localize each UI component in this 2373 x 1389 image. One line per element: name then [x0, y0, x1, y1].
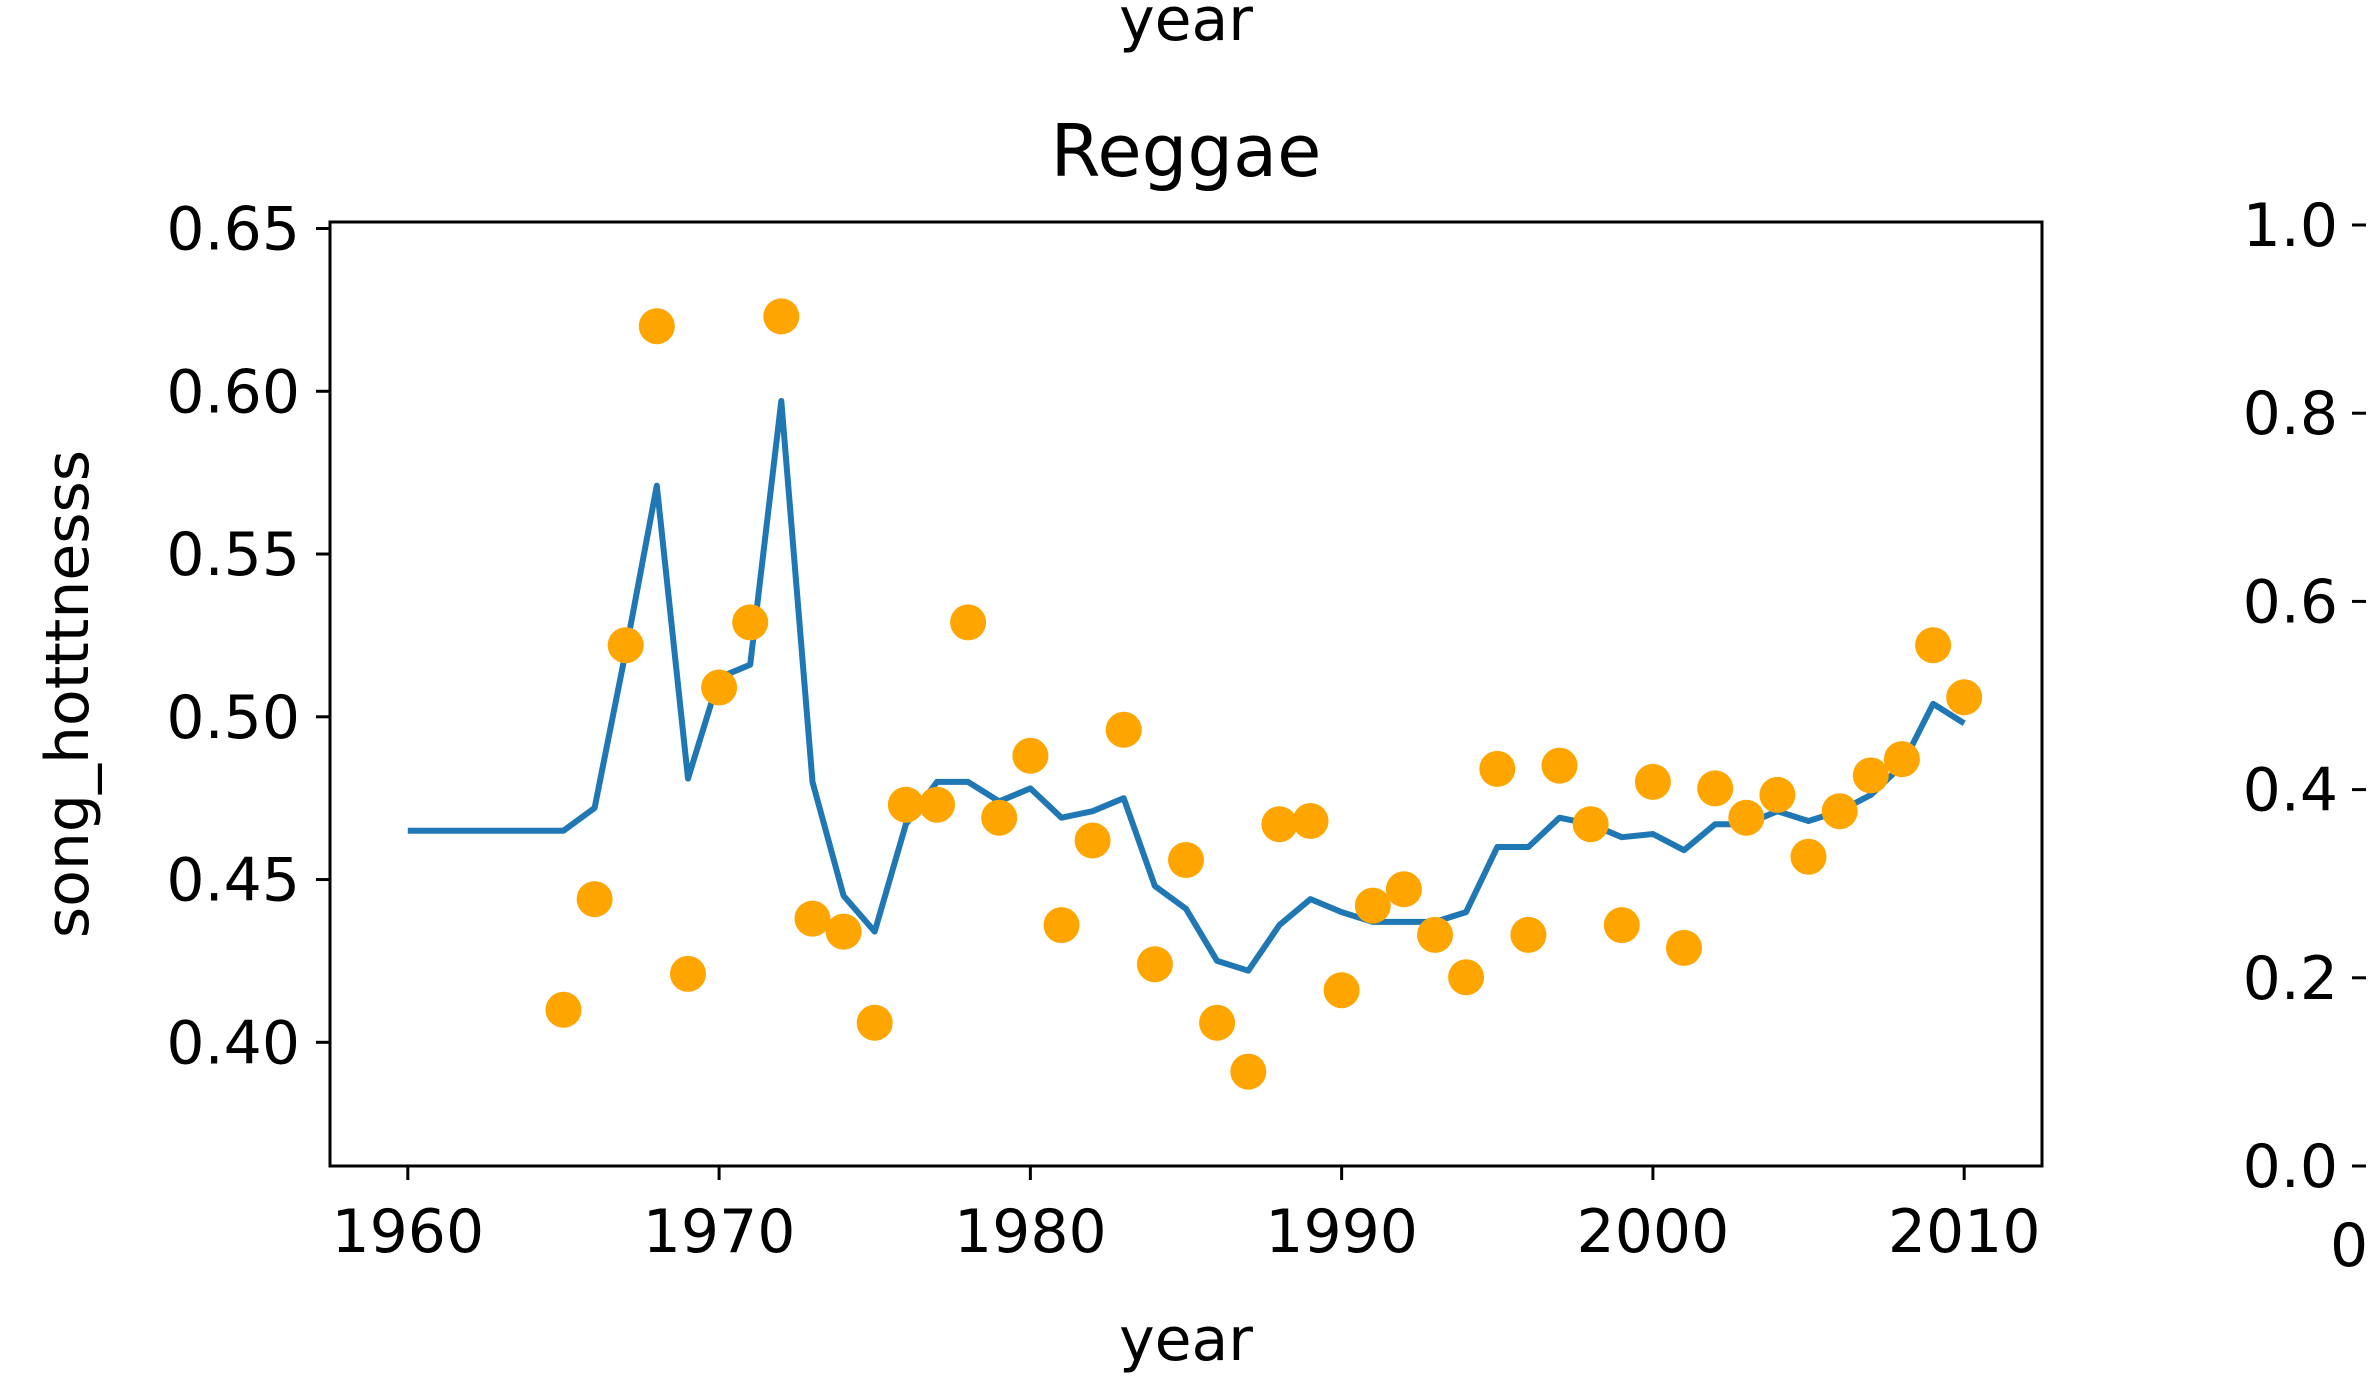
x-tick-label-1960: 1960: [331, 1197, 484, 1267]
scatter-point-1986: [1199, 1004, 1236, 1041]
scatter-point-1983: [1105, 711, 1142, 748]
scatter-point-1979: [981, 799, 1018, 836]
x-axis-label: year: [1119, 1305, 1253, 1375]
scatter-point-1985: [1168, 842, 1204, 878]
scatter-point-1965: [545, 991, 582, 1028]
scatter-point-1988: [1261, 806, 1298, 843]
scatter-point-2009: [1915, 627, 1952, 664]
scatter-point-1995: [1479, 750, 1516, 787]
top-clipped-xlabel: year: [1119, 0, 1253, 55]
plot-frame: [328, 220, 2044, 1168]
scatter-point-1967: [607, 627, 644, 664]
scatter-point-1992: [1385, 871, 1422, 908]
scatter-point-1984: [1136, 946, 1173, 983]
x-tick-label-1970: 1970: [643, 1197, 796, 1267]
y-tick-label-0.65: 0.65: [166, 195, 300, 265]
scatter-point-2000: [1634, 763, 1671, 800]
second-x-tick-label: 0: [2330, 1211, 2368, 1281]
scatter-point-1998: [1572, 806, 1609, 843]
line-series: [407, 398, 1966, 974]
second-chart-partial: 0.0 0.2 0.4 0.6 0.8 1.0 0: [2243, 191, 2369, 1281]
reggae-chart: year Reggae 1960 1970 1980 1990 2000 2010 0.4…: [33, 0, 2044, 1375]
scatter-point-2004: [1759, 776, 1796, 813]
second-y-tick-label-0.8: 0.8: [2243, 379, 2338, 449]
x-tick-label-2000: 2000: [1577, 1197, 1730, 1267]
scatter-point-1972: [763, 298, 800, 335]
scatter-point-1978: [950, 604, 987, 641]
y-axis-ticks: 0.40 0.45 0.50 0.55 0.60 0.65: [166, 195, 330, 1078]
scatter-point-1989: [1292, 803, 1329, 839]
scatter-point-2006: [1821, 793, 1858, 830]
scatter-point-1982: [1074, 822, 1111, 859]
scatter-point-1966: [576, 881, 613, 918]
x-tick-label-1990: 1990: [1265, 1197, 1418, 1267]
y-tick-label-0.40: 0.40: [166, 1008, 300, 1078]
y-tick-label-0.45: 0.45: [166, 846, 300, 916]
second-y-tick-label-0.6: 0.6: [2243, 567, 2338, 637]
scatter-point-1970: [701, 669, 738, 706]
second-y-tick-label-1.0: 1.0: [2243, 191, 2338, 261]
scatter-point-1994: [1448, 959, 1485, 996]
y-axis-label: song_hotttnesss: [33, 450, 103, 938]
scatter-point-1987: [1230, 1053, 1267, 1090]
scatter-point-1974: [825, 913, 862, 950]
scatter-point-1990: [1323, 972, 1360, 1009]
scatter-point-1973: [794, 900, 831, 937]
second-y-axis-ticks: 0.0 0.2 0.4 0.6 0.8 1.0: [2243, 191, 2366, 1202]
y-tick-label-0.50: 0.50: [166, 683, 300, 753]
scatter-point-1981: [1043, 907, 1080, 944]
y-tick-label-0.55: 0.55: [166, 520, 300, 590]
scatter-point-2010: [1946, 679, 1983, 716]
chart-title: Reggae: [1051, 109, 1322, 193]
scatter-point-2002: [1697, 770, 1734, 807]
scatter-point-1999: [1603, 907, 1640, 944]
second-y-tick-label-0.4: 0.4: [2243, 756, 2338, 826]
second-y-tick-label-0.2: 0.2: [2243, 944, 2338, 1014]
scatter-point-1971: [732, 604, 769, 641]
line-series-path: [407, 398, 1966, 974]
scatter-point-1991: [1354, 887, 1391, 924]
x-axis-ticks: 1960 1970 1980 1990 2000 2010: [331, 1166, 2041, 1267]
scatter-series: [545, 298, 1983, 1090]
scatter-point-1993: [1417, 916, 1453, 953]
second-y-tick-label-0.0: 0.0: [2243, 1132, 2338, 1202]
x-tick-label-1980: 1980: [954, 1197, 1107, 1267]
scatter-point-2007: [1852, 757, 1889, 794]
scatter-point-1975: [856, 1004, 893, 1041]
scatter-point-1969: [670, 955, 706, 992]
scatter-point-1996: [1510, 916, 1547, 953]
scatter-point-1976: [887, 786, 924, 823]
y-tick-label-0.60: 0.60: [166, 357, 300, 427]
scatter-point-1977: [919, 786, 955, 823]
scatter-point-1997: [1541, 747, 1578, 784]
scatter-point-2005: [1790, 838, 1827, 875]
scatter-point-2008: [1883, 741, 1920, 778]
scatter-point-1968: [638, 308, 675, 345]
scatter-point-2001: [1666, 929, 1702, 966]
x-tick-label-2010: 2010: [1888, 1197, 2041, 1267]
scatter-point-1980: [1012, 737, 1049, 774]
scatter-point-2003: [1728, 799, 1765, 836]
